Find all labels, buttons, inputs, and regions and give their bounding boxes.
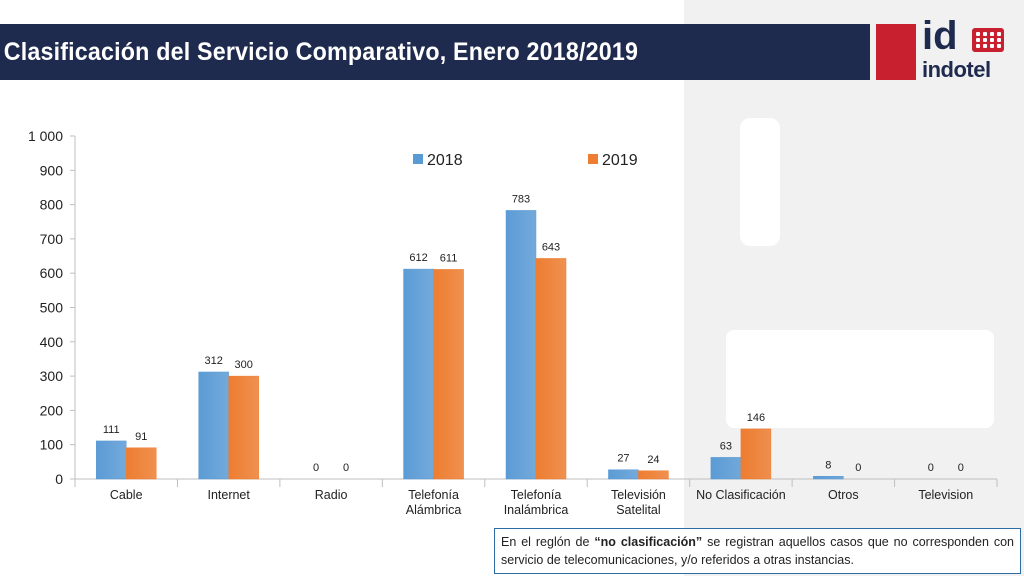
data-label: 611: [440, 252, 458, 264]
x-tick-label: No Clasificación: [696, 488, 786, 502]
background-card: [726, 330, 994, 428]
bar-2018: [608, 469, 639, 480]
note-box: En el reglón de “no clasificación” se re…: [494, 528, 1021, 574]
y-tick-label: 800: [40, 197, 64, 213]
y-tick-label: 100: [40, 437, 64, 453]
bar-2019: [125, 447, 157, 480]
x-tick-label: Cable: [110, 488, 143, 502]
legend-swatch: [588, 154, 598, 164]
bar-2019: [740, 428, 772, 480]
bar-2018: [198, 371, 229, 480]
y-tick-label: 700: [40, 231, 64, 247]
legend-label: 2018: [427, 152, 463, 169]
bar-2018: [505, 210, 537, 480]
y-tick-label: 900: [40, 162, 64, 178]
note-bold: “no clasificación”: [594, 535, 703, 549]
x-tick-label: Televisión: [611, 488, 666, 502]
logo-red-block: [876, 24, 916, 80]
data-label: 146: [747, 412, 765, 424]
y-tick-label: 600: [40, 265, 64, 281]
data-label: 111: [103, 424, 120, 436]
x-tick-label: Radio: [315, 488, 348, 502]
bar-2019: [228, 375, 259, 480]
data-label: 612: [409, 252, 427, 264]
data-label: 0: [928, 462, 934, 474]
page-title: Clasificación del Servicio Comparativo, …: [3, 37, 639, 66]
x-tick-label: Television: [918, 488, 973, 502]
note-prefix: En el reglón de: [501, 535, 595, 549]
bar-2018: [710, 457, 742, 480]
legend-swatch: [413, 154, 423, 164]
data-label: 0: [343, 462, 349, 474]
legend-label: 2019: [602, 152, 638, 169]
data-label: 63: [720, 440, 732, 452]
bar-2018: [403, 268, 434, 480]
data-label: 0: [855, 462, 861, 474]
x-tick-label: Telefonía: [408, 488, 459, 502]
bar-2019: [638, 470, 669, 480]
x-tick-label: Internet: [207, 488, 250, 502]
x-tick-label: Inalámbrica: [504, 503, 569, 517]
bar-2019: [535, 258, 567, 480]
data-label: 27: [617, 453, 629, 465]
x-tick-label: Satelital: [616, 503, 660, 517]
data-label: 24: [647, 454, 659, 466]
logo-id-text: id: [922, 14, 958, 58]
data-label: 300: [234, 359, 252, 371]
logo-indotel-text: indotel: [922, 57, 991, 82]
y-tick-label: 400: [40, 334, 64, 350]
data-label: 783: [512, 193, 530, 205]
x-tick-label: Otros: [828, 488, 859, 502]
x-tick-label: Telefonía: [511, 488, 562, 502]
data-label: 312: [204, 355, 222, 367]
data-label: 91: [135, 431, 147, 443]
bar-2018: [813, 476, 844, 480]
title-bar: Clasificación del Servicio Comparativo, …: [0, 24, 870, 80]
y-tick-label: 300: [40, 368, 64, 384]
logo-keypad-icon: [972, 28, 1004, 52]
bar-2018: [95, 440, 127, 480]
y-tick-label: 0: [55, 471, 63, 487]
y-tick-label: 1 000: [28, 128, 63, 144]
y-tick-label: 500: [40, 300, 64, 316]
bar-2019: [433, 269, 464, 480]
y-tick-label: 200: [40, 402, 64, 418]
data-label: 0: [958, 462, 964, 474]
data-label: 0: [313, 462, 319, 474]
x-tick-label: Alámbrica: [406, 503, 462, 517]
background-card: [740, 118, 780, 246]
data-label: 8: [825, 459, 831, 471]
background-panel: [684, 0, 1024, 576]
note-suffix: se registran aquellos casos que no corre…: [501, 535, 1015, 567]
indotel-logo: id indotel: [876, 14, 1018, 84]
data-label: 643: [542, 241, 560, 253]
